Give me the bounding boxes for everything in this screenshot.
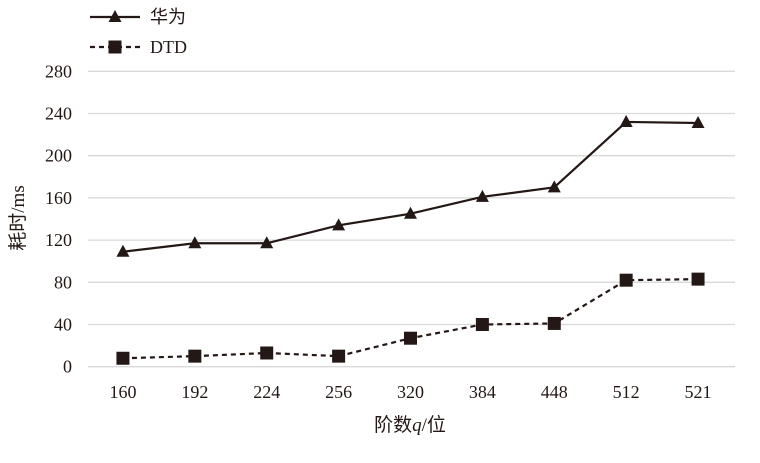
triangle-marker — [188, 236, 202, 249]
x-axis-label-part: 阶数 — [374, 414, 412, 436]
square-marker — [475, 318, 489, 331]
y-tick-label: 280 — [45, 61, 72, 81]
legend: 华为 DTD — [90, 7, 187, 57]
x-tick-label: 256 — [325, 382, 352, 402]
triangle-marker — [332, 218, 346, 231]
x-tick-label: 320 — [397, 382, 424, 402]
x-axis-label-var: q — [412, 415, 422, 436]
triangle-marker — [619, 114, 633, 127]
square-marker — [108, 40, 122, 54]
square-marker — [619, 273, 633, 287]
triangle-marker — [260, 236, 274, 249]
y-tick-labels: 0 40 80 120 160 200 240 280 — [45, 61, 72, 376]
x-tick-labels: 160 192 224 256 320 384 448 512 521 — [109, 382, 711, 402]
x-tick-label: 384 — [469, 382, 496, 402]
x-tick-label: 512 — [613, 382, 640, 402]
square-marker — [547, 316, 561, 330]
x-tick-label: 192 — [181, 382, 208, 402]
square-marker — [116, 351, 130, 365]
x-axis-label-unit: /位 — [422, 414, 446, 436]
square-marker — [188, 349, 202, 363]
gridlines — [88, 70, 735, 368]
series-line — [122, 120, 699, 253]
y-tick-label: 240 — [45, 104, 72, 124]
triangle-marker — [475, 189, 489, 202]
legend-label: DTD — [150, 37, 187, 57]
x-tick-label: 448 — [541, 382, 568, 402]
y-tick-label: 40 — [54, 315, 72, 335]
x-tick-label: 224 — [253, 382, 280, 402]
triangle-marker — [108, 10, 122, 22]
y-tick-label: 200 — [45, 146, 72, 166]
x-tick-label: 160 — [109, 382, 136, 402]
square-marker — [404, 331, 417, 345]
series-group — [116, 114, 705, 365]
y-tick-label: 0 — [63, 357, 72, 377]
triangle-marker — [404, 206, 417, 219]
y-axis-label: 耗时/ms — [7, 185, 29, 250]
x-tick-label: 521 — [685, 382, 712, 402]
y-tick-label: 80 — [54, 272, 72, 292]
x-axis-label: 阶数q/位 — [374, 414, 446, 436]
triangle-marker — [116, 244, 130, 257]
square-marker — [260, 346, 274, 360]
triangle-marker — [547, 180, 561, 193]
triangle-marker — [691, 115, 705, 128]
legend-label: 华为 — [150, 7, 186, 27]
y-tick-label: 160 — [45, 188, 72, 208]
series-dtd — [116, 272, 705, 365]
series-line — [122, 278, 699, 360]
square-marker — [332, 349, 346, 363]
square-marker — [691, 272, 705, 286]
series-huawei — [116, 114, 705, 257]
y-tick-label: 120 — [45, 230, 72, 250]
